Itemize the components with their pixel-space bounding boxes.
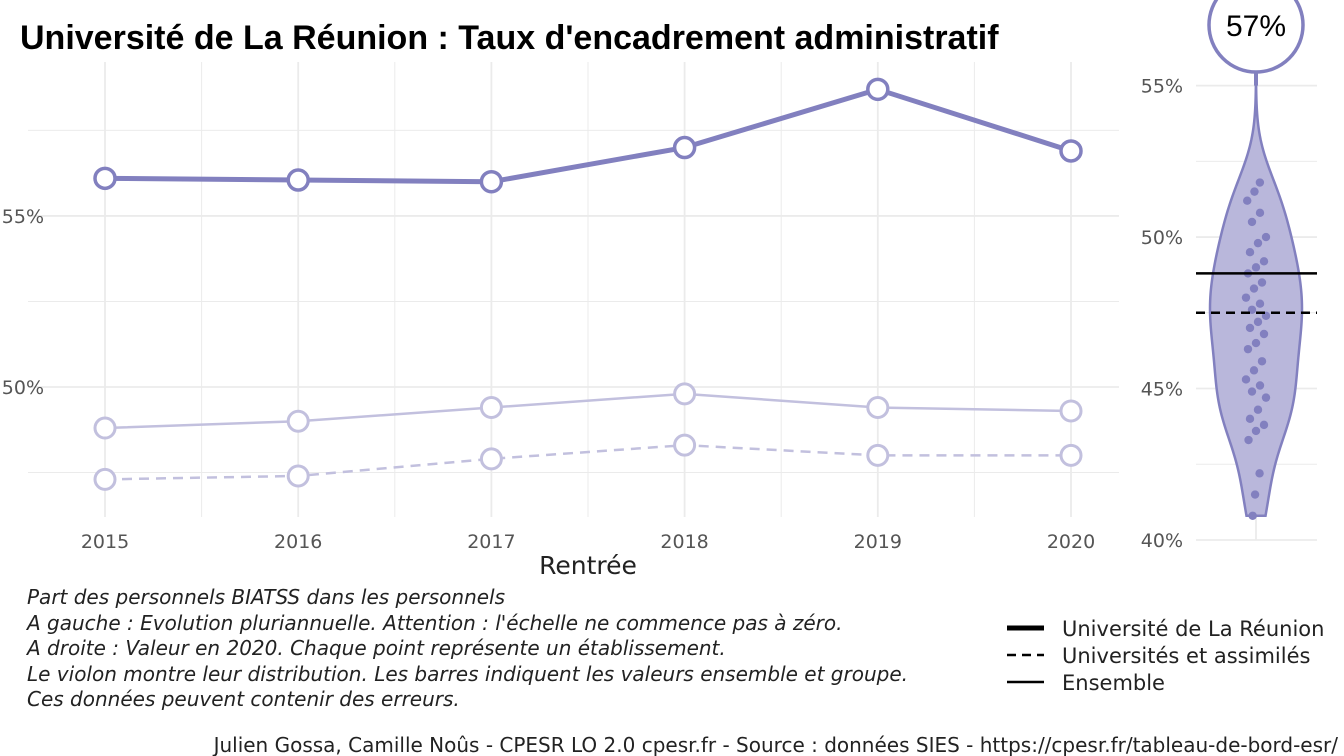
violin-point: [1259, 257, 1269, 266]
violin-point: [1249, 284, 1259, 293]
violin-point: [1255, 381, 1265, 390]
y-tick-label: 55%: [1141, 76, 1183, 98]
violin-point: [1255, 469, 1264, 478]
x-tick-label: 2019: [854, 531, 902, 553]
series-point-thick: [479, 169, 504, 194]
chart-title: Université de La Réunion : Taux d'encadr…: [20, 19, 999, 57]
trend-panel: 50% 55% 2015 2016 2017 2018 2019 2020 Rentrée: [2, 62, 1119, 580]
series-point-thin: [1059, 399, 1083, 423]
violin-point: [1251, 426, 1261, 436]
series-point-dashed: [673, 433, 697, 457]
violin-point: [1247, 387, 1257, 396]
notes: Part des personnels BIATSS dans les pers…: [25, 585, 908, 711]
violin-point: [1243, 344, 1253, 354]
series-point-thick: [1059, 139, 1083, 163]
x-tick-label: 2015: [81, 531, 129, 553]
series-point-dashed: [93, 467, 117, 491]
series-point-thick: [866, 77, 890, 102]
violin-point: [1245, 414, 1255, 424]
violin-point: [1253, 238, 1263, 248]
note-line: Part des personnels BIATSS dans les pers…: [27, 585, 505, 609]
legend-label: Universités et assimilés: [1062, 644, 1310, 668]
x-tick-label: 2017: [467, 531, 515, 553]
x-axis-title: Rentrée: [539, 551, 637, 580]
violin-point: [1241, 293, 1251, 302]
violin-point: [1248, 511, 1257, 520]
series-point-dashed: [479, 447, 503, 471]
series-point-thin: [673, 382, 697, 406]
violin-point: [1255, 299, 1265, 308]
violin-point: [1245, 248, 1255, 257]
series-point-dashed: [1059, 443, 1083, 467]
series-line-thin: [104, 392, 1072, 430]
series-point-thin: [866, 396, 890, 420]
violin-point: [1259, 420, 1269, 430]
series-point-dashed: [866, 443, 890, 467]
highlight-bubble: [1207, 0, 1305, 74]
violin-shape: [1208, 84, 1304, 518]
violin-point: [1249, 366, 1259, 375]
violin-point: [1261, 232, 1271, 242]
violin-point: [1251, 338, 1261, 348]
violin-points: [1241, 178, 1271, 520]
series-point-thick: [93, 166, 117, 191]
violin-point: [1261, 393, 1271, 402]
violin-point: [1243, 196, 1252, 205]
violin-point: [1245, 323, 1255, 333]
series-point-thin: [479, 396, 503, 420]
y-tick-label: 45%: [1141, 379, 1183, 401]
note-line: Le violon montre leur distribution. Les …: [27, 662, 908, 686]
distribution-y-ticks: 40% 45% 50% 55%: [1141, 76, 1183, 552]
source-caption: Julien Gossa, Camille Noûs - CPESR LO 2.…: [212, 733, 1339, 756]
violin-point: [1253, 317, 1263, 327]
note-line: A gauche : Evolution pluriannuelle. Atte…: [25, 611, 843, 635]
x-tick-label: 2020: [1047, 531, 1095, 553]
violin-point: [1257, 357, 1267, 366]
violin-point: [1255, 208, 1265, 218]
series-point-thick: [286, 168, 310, 192]
distribution-panel: 40% 45% 50% 55% 57%: [1141, 0, 1317, 552]
series-point-thin: [93, 416, 117, 440]
trend-series: [93, 77, 1083, 491]
violin-point: [1253, 405, 1263, 414]
legend-label: Ensemble: [1062, 671, 1165, 695]
y-tick-label: 50%: [1141, 227, 1183, 249]
violin-point: [1250, 490, 1260, 499]
x-tick-label: 2018: [660, 531, 708, 553]
note-line: Ces données peuvent contenir des erreurs…: [27, 687, 460, 711]
note-line: A droite : Valeur en 2020. Chaque point …: [25, 636, 726, 660]
violin-point: [1257, 278, 1267, 287]
legend-label: Université de La Réunion: [1062, 617, 1324, 641]
violin-point: [1244, 435, 1253, 445]
y-tick-label: 50%: [2, 377, 44, 399]
violin-point: [1247, 217, 1257, 227]
series-line-dashed: [104, 443, 1071, 481]
y-tick-label: 40%: [1141, 530, 1183, 552]
series-line-thick: [104, 86, 1072, 185]
violin-point: [1250, 187, 1259, 196]
trend-y-ticks: 50% 55%: [2, 206, 44, 399]
trend-x-ticks: 2015 2016 2017 2018 2019 2020: [81, 531, 1095, 553]
series-point-thin: [286, 409, 310, 433]
violin-point: [1259, 329, 1269, 339]
series-point-thick: [672, 135, 697, 160]
violin-point: [1251, 263, 1261, 272]
legend: Université de La Réunion Universités et …: [1007, 617, 1324, 695]
trend-gridlines: [28, 62, 1119, 517]
series-point-dashed: [286, 464, 310, 488]
highlight-value-label: 57%: [1226, 10, 1286, 43]
x-tick-label: 2016: [274, 531, 322, 553]
violin-point: [1255, 178, 1265, 187]
y-tick-label: 55%: [2, 206, 44, 228]
violin-point: [1241, 375, 1251, 384]
